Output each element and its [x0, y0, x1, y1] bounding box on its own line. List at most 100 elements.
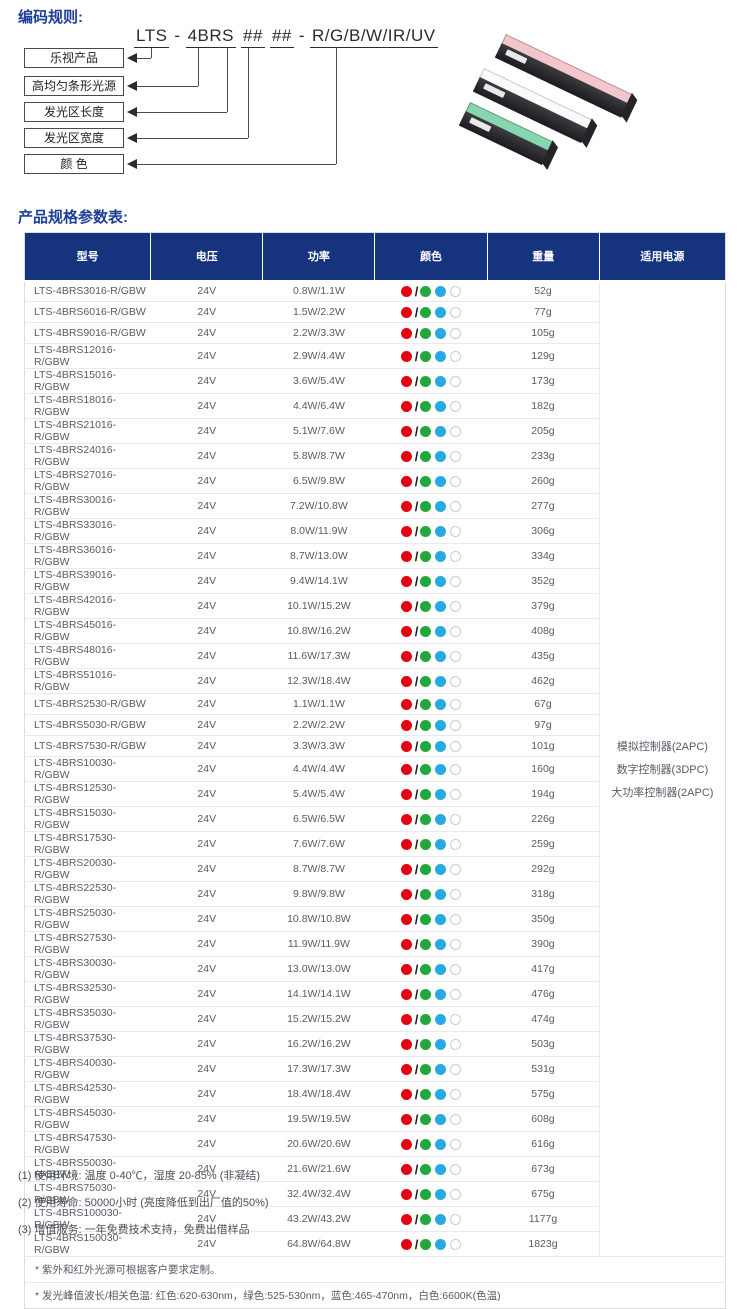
blue-dot-icon	[435, 863, 447, 875]
weight-cell: 292g	[487, 856, 600, 882]
green-dot-icon	[420, 1063, 432, 1075]
red-dot-icon	[400, 763, 412, 775]
red-dot-icon	[400, 938, 412, 950]
blue-dot-icon	[435, 1088, 447, 1100]
table-row: LTS-4BRS42530-R/GBW 24V 18.4W/18.4W / 57…	[24, 1081, 726, 1107]
table-row: LTS-4BRS36016-R/GBW 24V 8.7W/13.0W / 334…	[24, 543, 726, 569]
green-dot-icon	[420, 600, 432, 612]
table-row: LTS-4BRS51016-R/GBW 24V 12.3W/18.4W / 46…	[24, 668, 726, 694]
table-row: LTS-4BRS25030-R/GBW 24V 10.8W/10.8W / 35…	[24, 906, 726, 932]
power-cell: 12.3W/18.4W	[262, 668, 375, 694]
power-cell: 10.8W/10.8W	[262, 906, 375, 932]
weight-cell: 97g	[487, 714, 600, 736]
green-dot-icon	[420, 525, 432, 537]
green-dot-icon	[420, 350, 432, 362]
red-dot-icon	[400, 1088, 412, 1100]
green-dot-icon	[420, 1188, 432, 1200]
note-service: (3) 增值服务: 一年免费技术支持，免费出借样品	[18, 1224, 250, 1236]
green-dot-icon	[420, 1013, 432, 1025]
power-supply-option: 数字控制器(3DPC)	[616, 763, 709, 776]
voltage-cell: 24V	[150, 906, 263, 932]
blue-dot-icon	[435, 327, 447, 339]
table-row: LTS-4BRS42016-R/GBW 24V 10.1W/15.2W / 37…	[24, 593, 726, 619]
red-dot-icon	[400, 327, 412, 339]
model-cell: LTS-4BRS35030-R/GBW	[24, 1006, 151, 1032]
table-row: LTS-4BRS45030-R/GBW 24V 19.5W/19.5W / 60…	[24, 1106, 726, 1132]
power-cell: 15.2W/15.2W	[262, 1006, 375, 1032]
model-cell: LTS-4BRS25030-R/GBW	[24, 906, 151, 932]
power-cell: 2.2W/3.3W	[262, 322, 375, 344]
table-row: LTS-4BRS27016-R/GBW 24V 6.5W/9.8W / 260g	[24, 468, 726, 494]
green-dot-icon	[420, 575, 432, 587]
model-cell: LTS-4BRS40030-R/GBW	[24, 1056, 151, 1082]
weight-cell: 259g	[487, 831, 600, 857]
weight-cell: 675g	[487, 1181, 600, 1207]
slash-separator: /	[414, 936, 419, 952]
model-cell: LTS-4BRS18016-R/GBW	[24, 393, 151, 419]
model-cell: LTS-4BRS36016-R/GBW	[24, 543, 151, 569]
weight-cell: 390g	[487, 931, 600, 957]
voltage-cell: 24V	[150, 981, 263, 1007]
formula-segment: ##	[269, 26, 294, 48]
blue-dot-icon	[435, 675, 447, 687]
power-cell: 19.5W/19.5W	[262, 1106, 375, 1132]
voltage-cell: 24V	[150, 443, 263, 469]
red-dot-icon	[400, 500, 412, 512]
power-cell: 8.0W/11.9W	[262, 518, 375, 544]
voltage-cell: 24V	[150, 393, 263, 419]
model-cell: LTS-4BRS17530-R/GBW	[24, 831, 151, 857]
table-row: LTS-4BRS22530-R/GBW 24V 9.8W/9.8W / 318g	[24, 881, 726, 907]
arrow-left-icon	[127, 133, 137, 143]
voltage-cell: 24V	[150, 618, 263, 644]
coding-rules-diagram: LTS -4BRS ## ## - R/G/B/W/IR/UV 乐视产品 高均匀条形光源 …	[0, 0, 750, 200]
color-options-cell: /	[374, 443, 488, 469]
model-cell: LTS-4BRS10030-R/GBW	[24, 756, 151, 782]
green-dot-icon	[420, 1213, 432, 1225]
color-options-cell: /	[374, 301, 488, 323]
footnote-custom: * 紫外和红外光源可根据客户要求定制。	[24, 1256, 726, 1283]
formula-segment: 4BRS	[185, 26, 237, 48]
green-dot-icon	[420, 813, 432, 825]
blue-dot-icon	[435, 450, 447, 462]
green-dot-icon	[420, 375, 432, 387]
green-dot-icon	[420, 550, 432, 562]
color-options-cell: /	[374, 493, 488, 519]
table-row: LTS-4BRS30016-R/GBW 24V 7.2W/10.8W / 277…	[24, 493, 726, 519]
color-options-cell: /	[374, 735, 488, 757]
spec-table-title: 产品规格参数表:	[18, 209, 128, 226]
blue-dot-icon	[435, 698, 447, 710]
voltage-cell: 24V	[150, 468, 263, 494]
model-cell: LTS-4BRS12016-R/GBW	[24, 343, 151, 369]
slash-separator: /	[414, 648, 419, 664]
green-dot-icon	[420, 938, 432, 950]
weight-cell: 673g	[487, 1156, 600, 1182]
weight-cell: 160g	[487, 756, 600, 782]
color-options-cell: /	[374, 1206, 488, 1232]
red-dot-icon	[400, 1113, 412, 1125]
weight-cell: 318g	[487, 881, 600, 907]
red-dot-icon	[400, 475, 412, 487]
table-row: LTS-4BRS17530-R/GBW 24V 7.6W/7.6W / 259g	[24, 831, 726, 857]
blue-dot-icon	[435, 1013, 447, 1025]
code-label-type: 高均匀条形光源	[24, 76, 124, 96]
slash-separator: /	[414, 473, 419, 489]
green-dot-icon	[420, 650, 432, 662]
blue-dot-icon	[435, 719, 447, 731]
power-cell: 43.2W/43.2W	[262, 1206, 375, 1232]
power-cell: 10.1W/15.2W	[262, 593, 375, 619]
voltage-cell: 24V	[150, 781, 263, 807]
power-cell: 18.4W/18.4W	[262, 1081, 375, 1107]
table-row: LTS-4BRS100030-R/GBW 24V 43.2W/43.2W / 1…	[24, 1206, 726, 1232]
table-row: LTS-4BRS27530-R/GBW 24V 11.9W/11.9W / 39…	[24, 931, 726, 957]
power-cell: 9.8W/9.8W	[262, 881, 375, 907]
voltage-cell: 24V	[150, 1181, 263, 1207]
green-dot-icon	[420, 1163, 432, 1175]
footnote-wavelength: * 发光峰值波长/相关色温: 红色:620-630nm，绿色:525-530nm…	[24, 1282, 726, 1309]
red-dot-icon	[400, 1138, 412, 1150]
white-dot-icon	[450, 1063, 462, 1075]
blue-dot-icon	[435, 425, 447, 437]
white-dot-icon	[450, 475, 462, 487]
green-dot-icon	[420, 1238, 432, 1250]
white-dot-icon	[450, 550, 462, 562]
power-cell: 4.4W/4.4W	[262, 756, 375, 782]
